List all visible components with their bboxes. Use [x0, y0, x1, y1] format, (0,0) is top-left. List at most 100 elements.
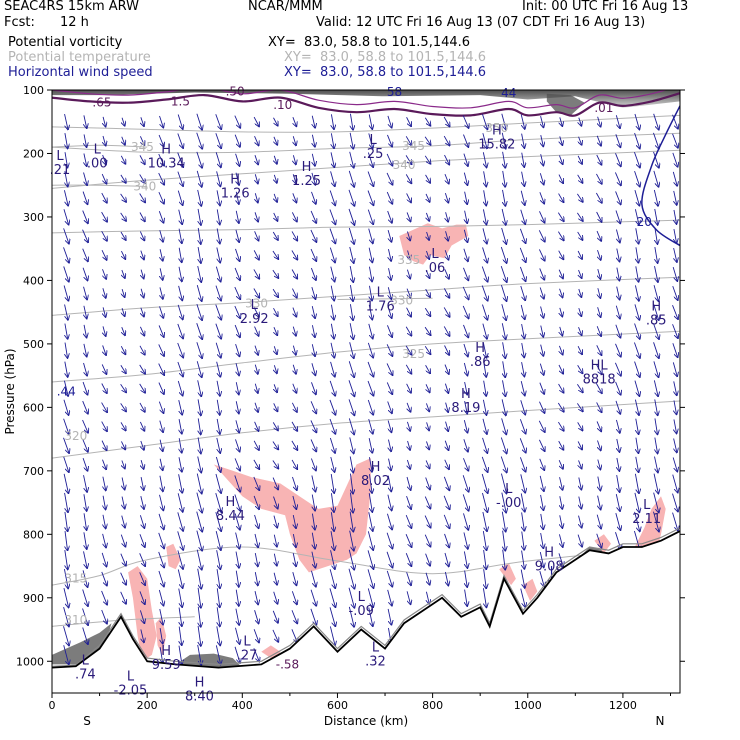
wind-vector — [558, 440, 564, 450]
wind-vector — [462, 305, 468, 318]
wind-vector — [139, 591, 145, 604]
wind-vector — [291, 250, 297, 259]
wind-vector — [501, 113, 506, 130]
pv-contour-label: .50 — [226, 84, 245, 98]
wind-vector — [406, 572, 411, 585]
wind-vector — [217, 228, 220, 243]
wind-vector — [84, 343, 87, 357]
wind-vector — [446, 231, 449, 240]
high-low-value: .32 — [365, 655, 386, 670]
wind-vector — [425, 288, 430, 297]
wind-vector — [388, 439, 391, 452]
high-low-value: .27 — [237, 648, 258, 663]
wind-vector — [329, 607, 335, 626]
wind-vector — [158, 172, 164, 185]
wind-vector — [198, 625, 201, 646]
isentrope-line — [52, 149, 680, 189]
wind-vector — [216, 437, 220, 453]
wind-vector — [539, 211, 544, 222]
wind-vector — [387, 306, 392, 318]
wind-vector — [64, 492, 68, 512]
wind-vector — [501, 511, 505, 532]
wind-vector — [101, 173, 106, 184]
wind-vector — [540, 363, 543, 375]
x-tick-label: 800 — [422, 699, 443, 712]
wind-vector — [312, 532, 315, 549]
wind-vector — [235, 439, 239, 451]
wind-vector — [215, 342, 221, 358]
wind-vector — [464, 172, 467, 185]
wind-vector — [253, 476, 259, 490]
wind-vector — [103, 116, 106, 127]
wind-vector — [463, 324, 468, 337]
wind-vector — [426, 212, 429, 221]
wind-vector — [330, 171, 335, 186]
wind-vector — [503, 380, 506, 396]
wind-vector — [519, 419, 525, 433]
wind-vector — [63, 418, 69, 434]
high-low-marker: H8.44 — [216, 495, 245, 524]
legend-wind-name: Horizontal wind speed — [8, 65, 153, 80]
wind-vector — [578, 155, 582, 164]
wind-vector — [196, 151, 202, 168]
wind-vector — [615, 494, 620, 511]
wind-vector — [196, 492, 202, 513]
wind-vector — [272, 629, 278, 642]
wind-vector — [253, 459, 259, 469]
isentrope-label: 335 — [397, 253, 420, 267]
wind-vector — [215, 511, 221, 531]
wind-vector — [120, 534, 125, 547]
wind-vector — [539, 401, 544, 413]
wind-vector — [636, 437, 639, 453]
wind-vector — [215, 285, 221, 301]
wind-vector — [482, 511, 487, 531]
wind-vector — [177, 342, 183, 358]
wind-vector — [367, 588, 373, 607]
wind-vector — [443, 514, 449, 528]
wind-vector — [616, 229, 619, 243]
pv-contour-label: .10 — [273, 98, 292, 112]
wind-vector — [596, 211, 602, 222]
high-low-value: .21 — [50, 163, 71, 178]
wind-vector — [482, 492, 487, 512]
wind-vector — [65, 342, 68, 358]
wind-vector — [424, 515, 430, 528]
high-low-letter: H — [475, 341, 485, 356]
wind-vector — [481, 266, 487, 281]
wind-vector — [160, 458, 163, 471]
wind-vector — [406, 117, 411, 126]
wind-vector — [216, 247, 220, 263]
wind-vector — [197, 644, 202, 665]
wind-vector — [178, 399, 182, 415]
isentrope-label: 310 — [64, 613, 87, 627]
wind-vector — [672, 305, 678, 319]
wind-vector — [158, 401, 163, 414]
wind-vector — [120, 422, 126, 430]
wind-vector — [63, 607, 69, 626]
wind-vector — [274, 155, 277, 164]
y-axis-label: Pressure (hPa) — [3, 348, 17, 434]
wind-vector — [350, 113, 353, 130]
wind-vector — [216, 550, 221, 569]
wind-vector — [310, 267, 316, 280]
wind-vector — [579, 136, 582, 145]
wind-vector — [255, 572, 258, 585]
pv-negative-region — [155, 616, 167, 655]
wind-vector — [503, 170, 506, 187]
wind-vector — [139, 610, 144, 623]
wind-vector — [560, 477, 563, 490]
wind-vector — [579, 496, 582, 509]
wind-vector — [615, 134, 621, 147]
wind-vector — [253, 495, 259, 509]
wind-vector — [254, 135, 259, 145]
pv-contour-label: .01 — [594, 101, 613, 115]
wind-vector — [310, 248, 316, 261]
wind-vector — [293, 193, 297, 202]
wind-vector — [465, 191, 468, 204]
wind-vector — [596, 364, 601, 374]
wind-vector — [443, 476, 449, 490]
wind-vector — [196, 473, 201, 494]
wind-vector — [310, 420, 316, 432]
wind-vector — [141, 307, 144, 317]
wind-vector — [198, 246, 201, 263]
